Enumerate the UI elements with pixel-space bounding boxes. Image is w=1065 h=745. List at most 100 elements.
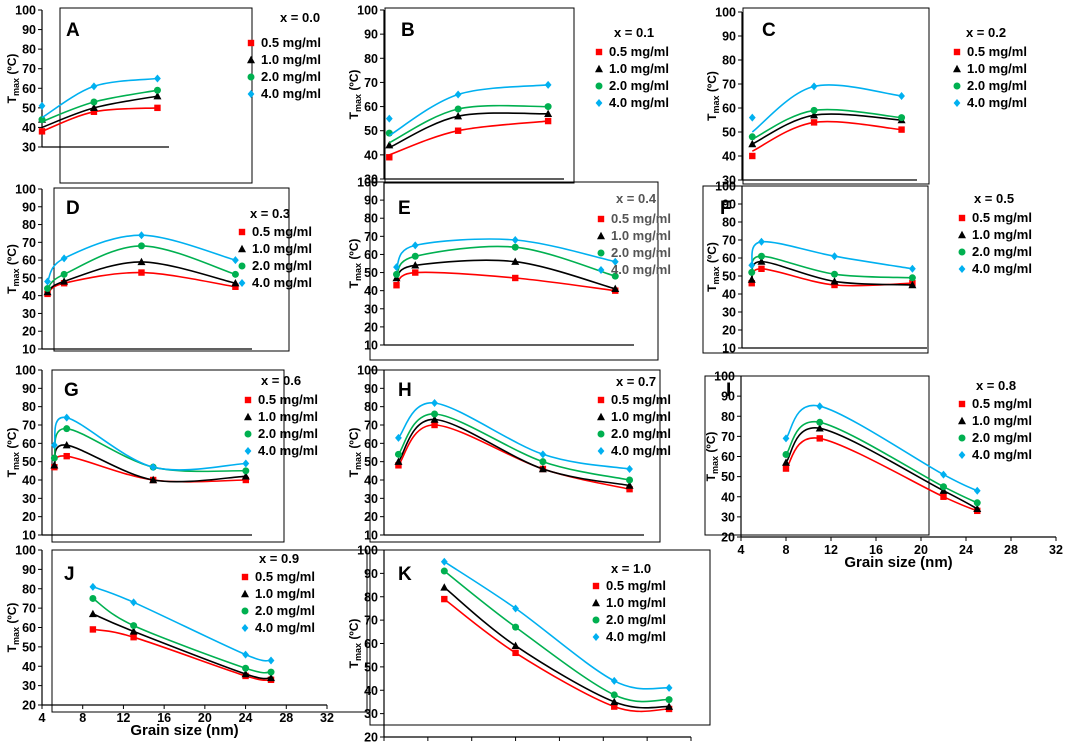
y-tick-label: 60 <box>364 100 378 114</box>
y-axis-title-sub: max <box>353 452 363 470</box>
legend-label: 2.0 mg/ml <box>606 612 666 627</box>
data-point <box>395 433 402 442</box>
y-tick-label: 90 <box>364 194 378 208</box>
data-point <box>130 598 138 607</box>
legend-label: 2.0 mg/ml <box>252 258 312 273</box>
data-point <box>50 461 59 469</box>
y-tick-label: 40 <box>721 490 735 504</box>
data-point <box>611 257 619 266</box>
data-point <box>625 481 634 489</box>
y-axis-title-main: T <box>705 284 719 292</box>
y-axis-title-unit: (ºC) <box>5 54 19 78</box>
data-point <box>665 702 674 710</box>
data-point <box>154 74 161 83</box>
data-point <box>830 277 839 285</box>
y-tick-label: 70 <box>364 230 378 244</box>
data-point <box>89 594 97 602</box>
data-point <box>539 458 547 466</box>
legend-marker <box>597 412 605 421</box>
y-tick-label: 50 <box>722 126 736 140</box>
y-axis-title-unit: (ºC) <box>347 428 361 452</box>
y-tick-label: 60 <box>722 252 736 266</box>
x-tick-label: 16 <box>509 743 523 745</box>
panel-title: x = 0.5 <box>974 191 1014 206</box>
y-axis-title-main: T <box>347 469 361 477</box>
data-point <box>511 257 520 265</box>
y-tick-label: 60 <box>22 437 36 451</box>
y-tick-label: 10 <box>722 342 736 356</box>
y-axis-title: Tmax (ºC) <box>5 428 21 478</box>
data-point <box>512 623 520 631</box>
y-axis-title-main: T <box>5 469 19 477</box>
data-point <box>511 641 520 650</box>
panel-letter: D <box>66 198 80 219</box>
x-tick-label: 28 <box>640 743 654 745</box>
panel-b: 30 40 50 60 70 80 90 100 Tmax (ºC) B x = 0.1 0.5 mg… <box>347 4 669 187</box>
legend-marker <box>958 451 966 459</box>
legend-marker <box>958 265 966 273</box>
data-point <box>242 476 250 484</box>
legend-marker <box>244 396 252 404</box>
legend-marker <box>244 430 252 438</box>
legend-marker <box>958 248 966 256</box>
data-point <box>241 669 250 678</box>
data-point <box>440 583 449 591</box>
legend-marker <box>597 447 605 455</box>
data-point <box>38 116 46 124</box>
data-point <box>757 252 765 260</box>
legend-marker <box>241 624 249 632</box>
data-point <box>898 114 906 122</box>
y-tick-label: 40 <box>722 288 736 302</box>
y-tick-label: 100 <box>15 544 36 558</box>
y-tick-label: 80 <box>22 218 36 232</box>
series-curve <box>46 245 236 290</box>
legend-label: 0.5 mg/ml <box>972 396 1032 411</box>
series-curve <box>92 613 272 680</box>
data-point <box>385 141 394 149</box>
data-point <box>50 441 58 450</box>
data-point <box>50 454 58 462</box>
panel-a: 30 40 50 60 70 80 90 100 Tmax (ºC) Ax = 0.0 0.5 mg… <box>5 4 321 184</box>
data-point <box>748 280 755 287</box>
data-point <box>38 101 46 110</box>
panel-g: 10 20 30 40 50 60 70 80 90 100 Tmax (ºC) G x = 0.6 0.… <box>5 364 318 543</box>
data-point <box>431 399 438 407</box>
series-curve <box>750 240 913 270</box>
y-axis-title: Tmax (ºC) <box>5 603 21 653</box>
y-axis-title-unit: (ºC) <box>5 244 19 268</box>
y-tick-label: 10 <box>364 339 378 353</box>
x-tick-label: 16 <box>869 543 883 557</box>
y-axis-title-sub: max <box>711 267 721 285</box>
data-point <box>454 127 462 134</box>
y-tick-label: 70 <box>22 602 36 616</box>
y-tick-label: 30 <box>364 707 378 721</box>
data-point <box>130 633 137 641</box>
data-point <box>60 277 69 285</box>
y-tick-label: 20 <box>364 731 378 745</box>
legend-marker <box>958 416 966 425</box>
y-tick-label: 80 <box>364 212 378 226</box>
y-tick-label: 40 <box>364 474 378 488</box>
data-point <box>385 114 393 123</box>
legend-label: 4.0 mg/ml <box>252 275 312 290</box>
data-point <box>90 98 98 106</box>
data-point <box>610 676 618 685</box>
data-point <box>782 465 790 472</box>
data-point <box>393 270 400 278</box>
y-axis-title-sub: max <box>11 269 21 287</box>
y-tick-label: 30 <box>22 492 36 506</box>
legend-label: 0.5 mg/ml <box>611 211 671 226</box>
panel-frame <box>51 369 285 543</box>
data-point <box>242 650 249 659</box>
legend-label: 2.0 mg/ml <box>972 430 1032 445</box>
y-tick-label: 30 <box>22 679 36 693</box>
data-point <box>394 457 403 465</box>
data-point <box>44 285 52 293</box>
data-point <box>454 90 462 99</box>
data-point <box>411 252 419 260</box>
legend-marker <box>595 82 603 90</box>
legend-label: 2.0 mg/ml <box>611 426 671 441</box>
panel-frame <box>704 375 930 536</box>
data-point <box>393 282 400 289</box>
